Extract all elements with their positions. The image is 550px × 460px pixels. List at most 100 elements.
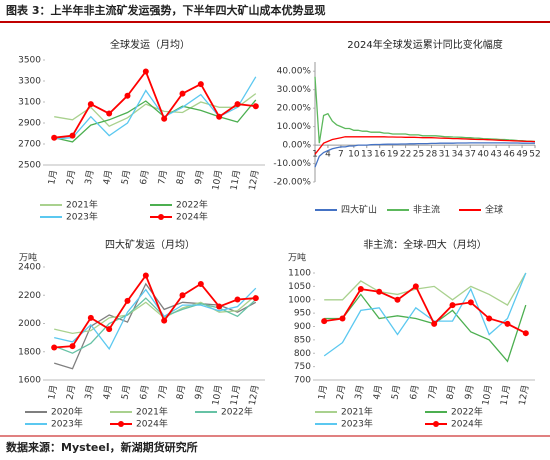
x-tick-label: 4月 (101, 169, 114, 185)
y-tick-label: 40.00% (277, 67, 312, 77)
y-tick-label: 800 (294, 349, 311, 359)
x-tick-label: 2月 (65, 384, 78, 400)
series-line (314, 76, 536, 144)
point (449, 302, 456, 309)
point (51, 134, 58, 141)
point (252, 103, 259, 110)
point (106, 110, 113, 117)
y-tick-label: 3300 (18, 77, 41, 87)
y-tick-label: 2200 (18, 291, 41, 301)
series-line (324, 272, 527, 306)
x-tick-label: 13 (361, 150, 372, 160)
x-tick-label: 1月 (46, 169, 59, 185)
y-tick-label: 1000 (288, 295, 311, 305)
x-tick-label: 2月 (65, 169, 78, 185)
x-tick-label: 9月 (193, 169, 206, 185)
point (106, 326, 113, 333)
x-tick-label: 6月 (408, 384, 421, 400)
y-tick-label: 2700 (18, 140, 41, 150)
chart-title: 非主流：全球-四大（月均） (363, 238, 487, 251)
x-tick-label: 49 (516, 150, 528, 160)
point (179, 292, 186, 299)
legend-label: 2022年 (176, 199, 208, 211)
x-tick-label: 6月 (138, 384, 151, 400)
x-tick-label: 11月 (229, 169, 243, 191)
x-tick-label: 10月 (480, 384, 494, 406)
x-tick-label: 3月 (83, 169, 96, 185)
point (431, 320, 438, 327)
legend-label: 全球 (485, 204, 503, 216)
point (142, 272, 149, 279)
legend-label: 2024年 (451, 418, 483, 430)
legend-label: 2020年 (51, 406, 83, 418)
x-tick-label: 25 (413, 150, 424, 160)
chart-title: 全球发运（月均） (110, 38, 190, 51)
point (197, 280, 204, 287)
x-tick-label: 12月 (247, 384, 261, 406)
y-tick-label: 1600 (18, 376, 41, 386)
point (69, 343, 76, 350)
series-line (54, 287, 257, 351)
unit-label: 万吨 (19, 252, 37, 264)
series-line (314, 142, 535, 168)
x-tick-label: 8月 (175, 169, 188, 185)
point (376, 288, 383, 295)
point (216, 113, 223, 120)
series-line (54, 69, 256, 139)
x-tick-label: 7 (338, 150, 344, 160)
legend-label: 2021年 (136, 406, 168, 418)
x-tick-label: 40 (478, 150, 490, 160)
y-tick-label: 1050 (288, 282, 311, 292)
point (197, 81, 204, 88)
legend-label: 2021年 (341, 406, 373, 418)
y-tick-label: 3100 (18, 98, 41, 108)
legend-marker (118, 421, 124, 427)
point (467, 299, 474, 306)
x-tick-label: 3月 (83, 384, 96, 400)
point (87, 314, 94, 321)
x-tick-label: 7月 (426, 384, 439, 400)
y-tick-label: 2400 (18, 263, 41, 273)
legend-label: 2022年 (221, 406, 253, 418)
point (161, 115, 168, 122)
point (179, 90, 186, 97)
x-tick-label: 1月 (46, 384, 59, 400)
x-tick-label: 31 (439, 150, 450, 160)
y-tick-label: 850 (294, 335, 311, 345)
series-line (324, 285, 527, 335)
x-tick-label: 22 (400, 150, 411, 160)
legend-marker (158, 214, 164, 220)
point (486, 315, 493, 322)
y-tick-label: 0.00% (282, 141, 311, 151)
y-tick-label: 20.00% (277, 104, 312, 114)
legend-label: 2024年 (136, 418, 168, 430)
point (161, 317, 168, 324)
legend-label: 2021年 (66, 199, 98, 211)
series-line (53, 297, 257, 354)
legend-marker (433, 421, 439, 427)
y-tick-label: 950 (294, 309, 311, 319)
y-tick-label: 700 (294, 376, 311, 386)
x-tick-label: 2月 (335, 384, 348, 400)
y-tick-label: 3500 (18, 56, 41, 66)
x-tick-label: 5月 (390, 384, 403, 400)
point (394, 296, 401, 303)
y-tick-label: 2500 (18, 161, 41, 171)
x-tick-label: 28 (426, 150, 438, 160)
x-tick-label: 43 (490, 150, 501, 160)
x-tick-label: 34 (452, 150, 464, 160)
point (142, 68, 149, 75)
y-tick-label: 2000 (18, 319, 41, 329)
y-tick-label: 750 (294, 362, 311, 372)
x-tick-label: 4月 (371, 384, 384, 400)
series-line (54, 93, 257, 127)
series-line (324, 293, 527, 363)
x-tick-label: 1 (312, 150, 318, 160)
x-tick-label: 10 (348, 150, 360, 160)
unit-label: 万吨 (288, 252, 306, 264)
point (339, 315, 346, 322)
point (252, 295, 259, 302)
series-line (54, 294, 257, 335)
legend-label: 2022年 (451, 406, 483, 418)
